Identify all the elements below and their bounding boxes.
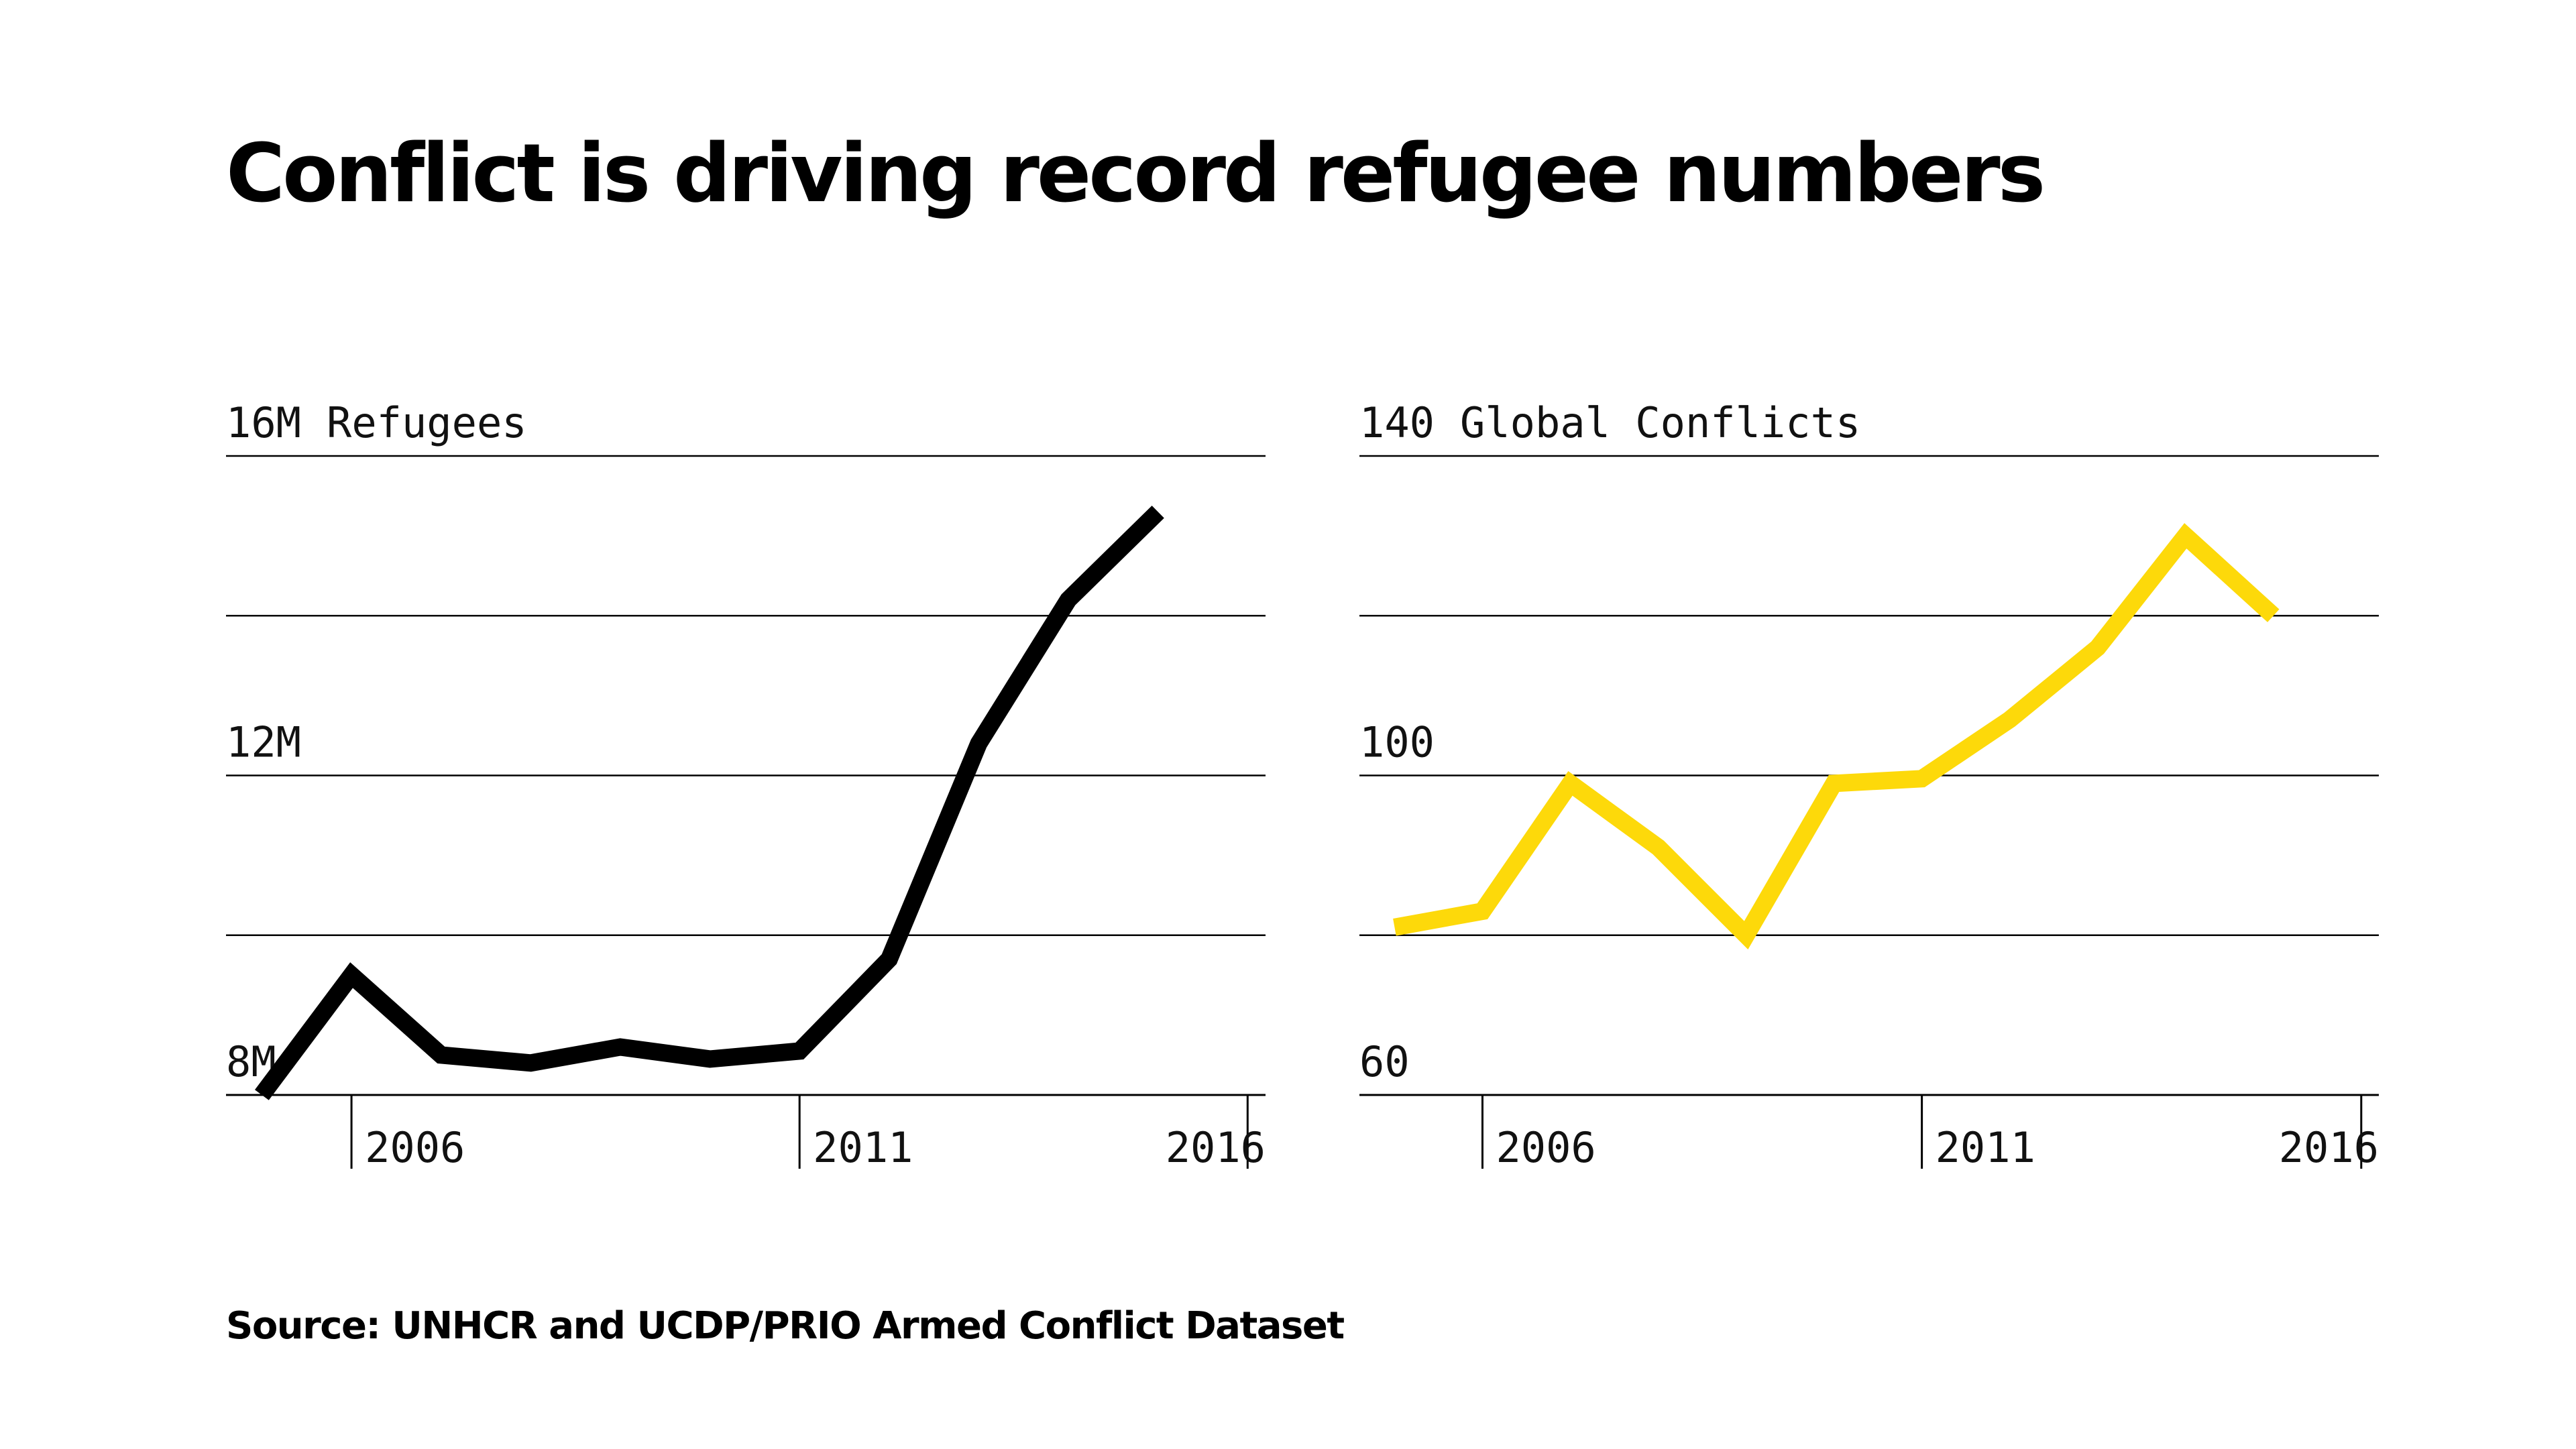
series-label: Global Conflicts: [1460, 398, 1860, 447]
x-tick-label: 2011: [813, 1123, 913, 1172]
refugees-series-line: [254, 506, 1164, 1100]
x-tick-label: 2006: [1496, 1123, 1595, 1172]
source-note: Source: UNHCR and UCDP/PRIO Armed Confli…: [226, 1304, 1345, 1348]
refugees-data-point: [799, 1051, 800, 1052]
conflicts-series-line: [1393, 523, 2280, 949]
conflicts-data-point: [1570, 783, 1571, 784]
refugees-data-point: [710, 1058, 711, 1059]
y-tick-label: 60: [1359, 1037, 1410, 1086]
refugees-data-point: [530, 1062, 531, 1063]
conflicts-data-point: [2009, 719, 2011, 720]
conflicts-data-point: [2273, 615, 2274, 616]
refugees-data-point: [620, 1047, 621, 1048]
conflicts-data-point: [1658, 847, 1659, 848]
conflicts-data-point: [2185, 535, 2186, 536]
conflicts-chart: 2006 2011 2016 140 Global Conflicts 100 60: [1359, 398, 2379, 1172]
refugees-data-point: [261, 1094, 262, 1096]
y-tick-label: 100: [1359, 718, 1435, 767]
x-tick-label: 2016: [2279, 1123, 2379, 1172]
conflicts-data-point: [1921, 778, 1923, 779]
refugees-data-point: [351, 974, 352, 976]
refugees-data-point: [978, 743, 979, 744]
chart-title: Conflict is driving record refugee numbe…: [226, 127, 2046, 221]
series-label: Refugees: [327, 398, 527, 447]
refugees-data-point: [889, 959, 890, 960]
conflicts-data-point: [1394, 927, 1395, 928]
conflicts-data-point: [2097, 647, 2098, 648]
refugees-data-point: [1068, 599, 1069, 600]
refugees-data-point: [441, 1054, 442, 1055]
conflicts-data-point: [1746, 935, 1747, 936]
x-tick-label: 2016: [1166, 1123, 1266, 1172]
y-tick-label: 12M: [226, 718, 301, 767]
conflicts-data-point: [1834, 783, 1835, 784]
refugees-data-point: [1158, 511, 1159, 512]
y-tick-label: 16M: [226, 398, 301, 447]
x-tick-label: 2006: [365, 1123, 465, 1172]
conflicts-data-point: [1481, 911, 1483, 912]
x-tick-label: 2011: [1936, 1123, 2035, 1172]
y-tick-label: 140: [1359, 398, 1435, 447]
